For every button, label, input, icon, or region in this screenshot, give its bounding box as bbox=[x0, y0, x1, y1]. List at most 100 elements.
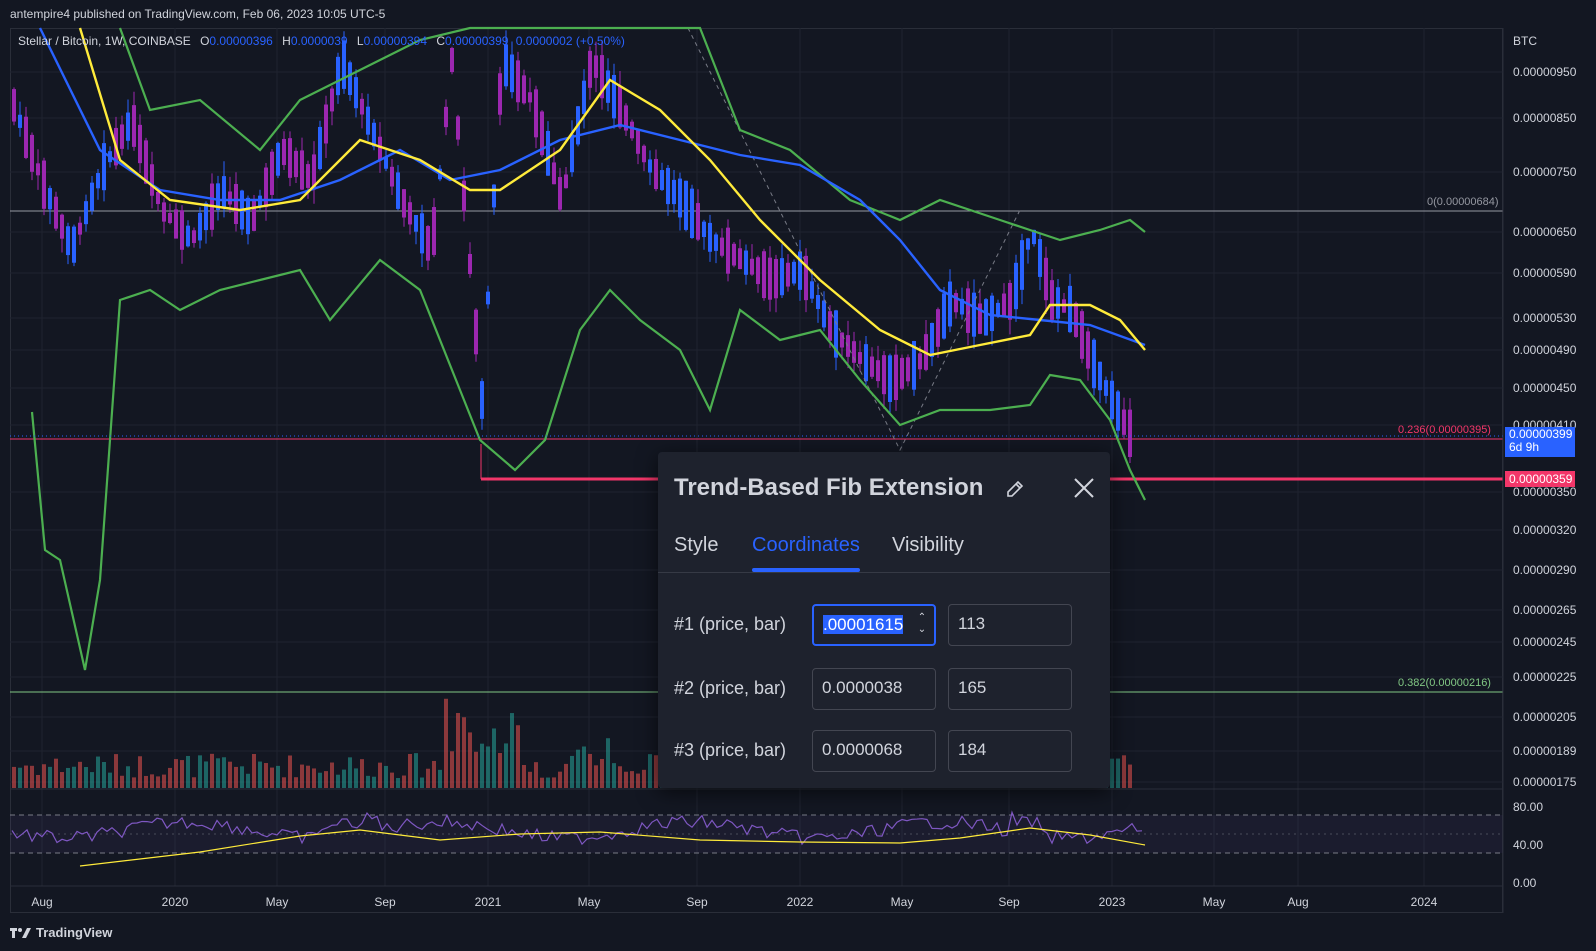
close-value: 0.00000399 bbox=[445, 34, 509, 48]
time-label: 2022 bbox=[786, 895, 814, 909]
bar-input-3[interactable]: 184 bbox=[948, 730, 1072, 772]
volume-bar bbox=[372, 776, 376, 788]
bar-countdown: 6d 9h bbox=[1509, 440, 1540, 454]
volume-bar bbox=[318, 772, 322, 788]
low-value: 0.00000394 bbox=[363, 34, 428, 48]
volume-bar bbox=[522, 765, 526, 788]
volume-bar bbox=[60, 772, 64, 788]
volume-bar bbox=[492, 728, 496, 788]
last-price-value: 0.00000399 bbox=[1509, 427, 1573, 441]
volume-bar bbox=[576, 749, 580, 788]
price-axis-label: 0.00000189 bbox=[1513, 744, 1577, 758]
price-axis-label: 0.00000450 bbox=[1513, 381, 1577, 395]
tradingview-logo-icon bbox=[10, 927, 31, 938]
horizontal-line-price-tag: 0.00000359 bbox=[1505, 471, 1575, 487]
fib-label-382: 0.382(0.00000216) bbox=[1398, 677, 1491, 689]
volume-bar bbox=[558, 771, 562, 788]
chart-legend: Stellar / Bitcoin, 1W, COINBASE O0.00000… bbox=[18, 34, 625, 48]
price-axis-label: 0.00000175 bbox=[1513, 775, 1577, 789]
tab-coordinates[interactable]: Coordinates bbox=[752, 534, 860, 556]
volume-bar bbox=[480, 743, 484, 788]
volume-bar bbox=[246, 773, 250, 788]
bar-input-value: 165 bbox=[958, 678, 987, 697]
price-input-2[interactable]: 0.0000038 bbox=[812, 668, 936, 710]
close-icon[interactable] bbox=[1072, 476, 1096, 500]
volume-bar bbox=[342, 769, 346, 788]
volume-bar bbox=[114, 754, 118, 788]
volume-bar bbox=[516, 725, 520, 788]
volume-bar bbox=[78, 761, 82, 788]
volume-bar bbox=[150, 774, 154, 788]
open-label: O bbox=[200, 34, 210, 48]
volume-bar bbox=[474, 751, 478, 788]
volume-bar bbox=[30, 765, 34, 788]
active-tab-indicator bbox=[752, 568, 860, 572]
ma-blue-line bbox=[38, 27, 1146, 347]
volume-bar bbox=[300, 764, 304, 788]
volume-bar bbox=[18, 767, 22, 788]
time-label: May bbox=[890, 895, 914, 909]
volume-bar bbox=[270, 767, 274, 788]
volume-bar bbox=[330, 762, 334, 788]
volume-bar bbox=[618, 766, 622, 788]
low-label: L bbox=[356, 34, 364, 48]
dialog-title: Trend-Based Fib Extension bbox=[674, 474, 984, 501]
rsi-band bbox=[10, 815, 1503, 853]
row-label: #1 (price, bar) bbox=[674, 614, 787, 634]
volume-bar bbox=[192, 777, 196, 788]
volume-bar bbox=[1122, 755, 1126, 788]
volume-bar bbox=[498, 753, 502, 788]
time-label: May bbox=[265, 895, 289, 909]
bar-input-1[interactable]: 113 bbox=[948, 604, 1072, 646]
volume-bar bbox=[102, 761, 106, 788]
brand-name: TradingView bbox=[36, 925, 113, 940]
volume-bar bbox=[240, 766, 244, 788]
volume-bar bbox=[204, 761, 208, 788]
volume-bar bbox=[390, 772, 394, 788]
dialog-tabs: Style Coordinates Visibility bbox=[658, 524, 1110, 573]
volume-bar bbox=[282, 777, 286, 788]
price-axis-unit: BTC bbox=[1513, 34, 1537, 48]
price-axis-label: 0.00000225 bbox=[1513, 670, 1577, 684]
time-label: May bbox=[1202, 895, 1226, 909]
high-label: H bbox=[282, 34, 291, 48]
volume-bar bbox=[588, 753, 592, 788]
volume-bar bbox=[546, 777, 550, 788]
volume-bar bbox=[288, 755, 292, 788]
volume-bar bbox=[612, 763, 616, 788]
volume-bar bbox=[408, 753, 412, 788]
volume-bar bbox=[486, 746, 490, 788]
price-input-3[interactable]: 0.0000068 bbox=[812, 730, 936, 772]
volume-bar bbox=[294, 777, 298, 788]
volume-bar bbox=[402, 775, 406, 788]
bar-input-2[interactable]: 165 bbox=[948, 668, 1072, 710]
tab-style[interactable]: Style bbox=[674, 534, 719, 556]
volume-bar bbox=[42, 764, 46, 788]
top-bar: antempire4 published on TradingView.com,… bbox=[0, 0, 1596, 28]
volume-bar bbox=[528, 771, 532, 788]
change-value: 0.0000002 (+0.50%) bbox=[515, 34, 625, 48]
volume-bar bbox=[624, 771, 628, 788]
tab-visibility[interactable]: Visibility bbox=[892, 534, 964, 556]
volume-bar bbox=[420, 777, 424, 788]
volume-bar bbox=[336, 774, 340, 788]
price-input-value: 0.0000068 bbox=[822, 740, 903, 759]
spinner-icon[interactable]: ⌃ ⌄ bbox=[917, 612, 927, 635]
fib-label-0: 0(0.00000684) bbox=[1427, 196, 1499, 208]
volume-bar bbox=[12, 766, 16, 788]
rsi-label-80: 80.00 bbox=[1513, 800, 1544, 814]
volume-bar bbox=[1116, 758, 1120, 788]
volume-bar bbox=[426, 768, 430, 788]
volume-bar bbox=[594, 765, 598, 788]
price-input-1[interactable]: .00001615 ⌃ ⌄ bbox=[812, 604, 936, 646]
price-axis-label: 0.00000245 bbox=[1513, 635, 1577, 649]
price-axis-label: 0.00000320 bbox=[1513, 523, 1577, 537]
last-price-tag: 0.00000399 6d 9h bbox=[1505, 427, 1575, 457]
pencil-icon[interactable] bbox=[1004, 478, 1026, 500]
price-axis-label: 0.00000590 bbox=[1513, 266, 1577, 280]
volume-bar bbox=[582, 746, 586, 788]
volume-bar bbox=[156, 776, 160, 788]
price-input-value: .00001615 bbox=[823, 615, 904, 634]
volume-bar bbox=[252, 754, 256, 788]
